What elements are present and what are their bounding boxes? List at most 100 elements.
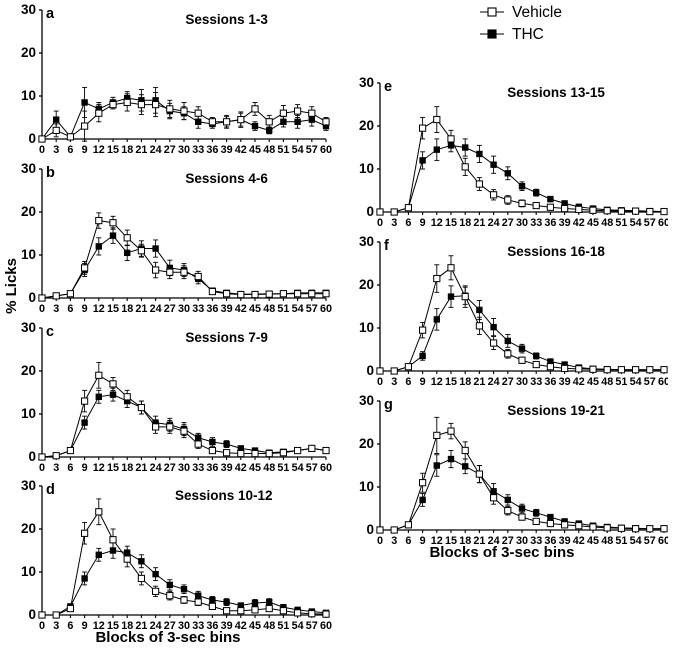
svg-text:39: 39 xyxy=(221,303,233,315)
svg-text:39: 39 xyxy=(559,217,571,229)
svg-text:33: 33 xyxy=(530,217,542,229)
svg-text:9: 9 xyxy=(82,303,88,315)
svg-text:Sessions 1-3: Sessions 1-3 xyxy=(185,12,268,27)
svg-text:54: 54 xyxy=(630,376,642,388)
svg-text:24: 24 xyxy=(150,303,162,315)
svg-text:10: 10 xyxy=(359,161,374,176)
svg-text:21: 21 xyxy=(135,144,147,156)
svg-text:51: 51 xyxy=(277,303,289,315)
svg-text:36: 36 xyxy=(206,144,218,156)
svg-text:30: 30 xyxy=(21,478,36,493)
svg-text:6: 6 xyxy=(67,303,73,315)
svg-text:b: b xyxy=(46,165,55,181)
svg-text:27: 27 xyxy=(502,217,514,229)
svg-text:27: 27 xyxy=(164,462,176,474)
svg-text:39: 39 xyxy=(559,376,571,388)
svg-text:10: 10 xyxy=(21,564,36,579)
svg-text:57: 57 xyxy=(644,376,656,388)
svg-text:0: 0 xyxy=(28,290,36,305)
svg-text:24: 24 xyxy=(488,217,500,229)
svg-text:33: 33 xyxy=(530,376,542,388)
svg-text:0: 0 xyxy=(366,204,374,219)
svg-text:0: 0 xyxy=(377,217,383,229)
svg-text:57: 57 xyxy=(306,462,318,474)
svg-text:57: 57 xyxy=(306,303,318,315)
svg-text:21: 21 xyxy=(473,376,485,388)
svg-text:48: 48 xyxy=(263,144,275,156)
svg-text:20: 20 xyxy=(359,436,374,451)
svg-text:12: 12 xyxy=(93,462,105,474)
svg-text:60: 60 xyxy=(320,144,332,156)
svg-text:30: 30 xyxy=(178,462,190,474)
svg-text:30: 30 xyxy=(21,161,36,176)
svg-text:12: 12 xyxy=(93,144,105,156)
svg-text:15: 15 xyxy=(107,462,119,474)
svg-text:39: 39 xyxy=(221,462,233,474)
svg-text:9: 9 xyxy=(82,144,88,156)
svg-text:48: 48 xyxy=(263,462,275,474)
svg-text:57: 57 xyxy=(644,217,656,229)
svg-text:51: 51 xyxy=(277,144,289,156)
svg-text:24: 24 xyxy=(488,376,500,388)
svg-text:42: 42 xyxy=(573,217,585,229)
svg-text:3: 3 xyxy=(53,462,59,474)
svg-text:60: 60 xyxy=(658,217,668,229)
svg-text:51: 51 xyxy=(615,376,627,388)
svg-text:20: 20 xyxy=(359,277,374,292)
svg-text:15: 15 xyxy=(107,303,119,315)
svg-text:10: 10 xyxy=(21,247,36,262)
svg-text:45: 45 xyxy=(249,462,261,474)
svg-text:Sessions 10-12: Sessions 10-12 xyxy=(175,488,273,503)
svg-text:3: 3 xyxy=(53,303,59,315)
svg-text:e: e xyxy=(384,79,392,95)
svg-text:21: 21 xyxy=(135,462,147,474)
svg-text:0: 0 xyxy=(28,607,36,622)
svg-text:0: 0 xyxy=(39,144,45,156)
svg-text:30: 30 xyxy=(178,144,190,156)
svg-text:12: 12 xyxy=(431,376,443,388)
svg-text:24: 24 xyxy=(150,462,162,474)
svg-text:0: 0 xyxy=(377,376,383,388)
svg-text:18: 18 xyxy=(121,462,133,474)
svg-text:54: 54 xyxy=(292,303,304,315)
svg-text:21: 21 xyxy=(473,217,485,229)
svg-text:30: 30 xyxy=(516,376,528,388)
svg-text:20: 20 xyxy=(21,204,36,219)
svg-text:0: 0 xyxy=(366,522,374,537)
svg-text:15: 15 xyxy=(445,376,457,388)
svg-text:24: 24 xyxy=(150,144,162,156)
svg-text:42: 42 xyxy=(235,303,247,315)
svg-text:18: 18 xyxy=(459,217,471,229)
svg-text:33: 33 xyxy=(192,462,204,474)
svg-text:3: 3 xyxy=(391,217,397,229)
svg-text:27: 27 xyxy=(164,303,176,315)
svg-text:33: 33 xyxy=(192,303,204,315)
svg-text:20: 20 xyxy=(359,118,374,133)
svg-text:3: 3 xyxy=(53,144,59,156)
svg-text:15: 15 xyxy=(107,144,119,156)
svg-text:39: 39 xyxy=(221,144,233,156)
svg-text:42: 42 xyxy=(573,376,585,388)
svg-text:42: 42 xyxy=(235,144,247,156)
svg-text:54: 54 xyxy=(292,144,304,156)
svg-text:6: 6 xyxy=(67,144,73,156)
svg-text:45: 45 xyxy=(587,376,599,388)
svg-text:18: 18 xyxy=(121,303,133,315)
svg-text:36: 36 xyxy=(206,303,218,315)
svg-text:0: 0 xyxy=(366,363,374,378)
svg-text:6: 6 xyxy=(405,217,411,229)
svg-text:6: 6 xyxy=(67,462,73,474)
svg-text:9: 9 xyxy=(420,217,426,229)
svg-text:30: 30 xyxy=(21,2,36,17)
svg-text:30: 30 xyxy=(178,303,190,315)
svg-text:Sessions 19-21: Sessions 19-21 xyxy=(507,403,605,418)
svg-text:42: 42 xyxy=(235,462,247,474)
svg-text:Sessions 13-15: Sessions 13-15 xyxy=(507,85,605,100)
svg-text:45: 45 xyxy=(587,217,599,229)
svg-text:51: 51 xyxy=(277,462,289,474)
svg-text:a: a xyxy=(46,6,55,22)
svg-text:12: 12 xyxy=(93,303,105,315)
svg-text:0: 0 xyxy=(39,303,45,315)
svg-text:27: 27 xyxy=(502,376,514,388)
svg-text:54: 54 xyxy=(630,217,642,229)
